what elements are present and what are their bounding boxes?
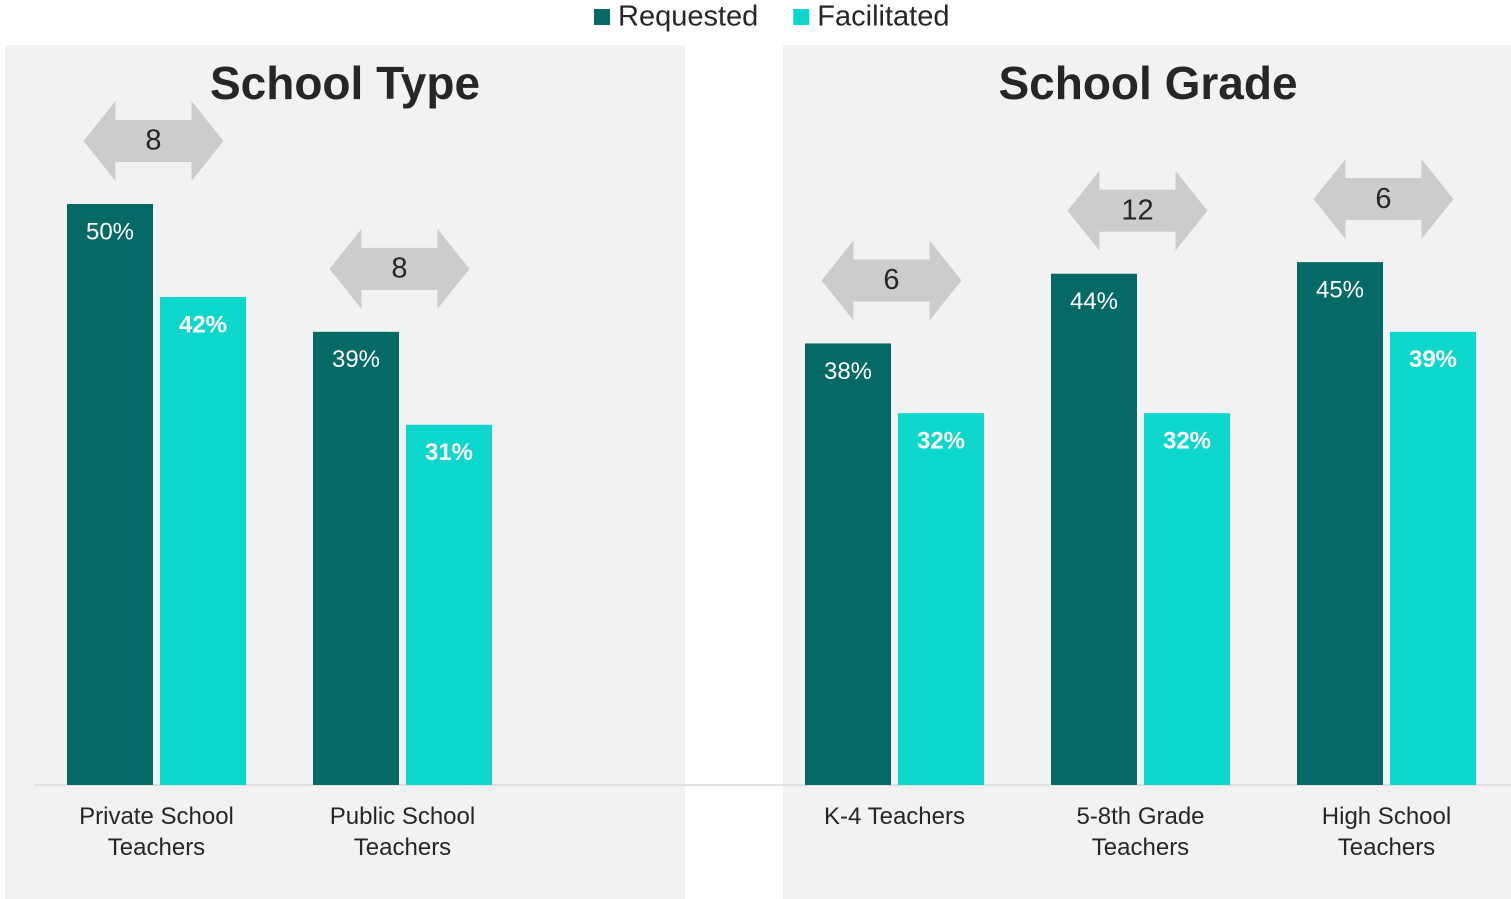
x-tick-label: Public School Teachers bbox=[329, 803, 476, 861]
chart-title: School Type bbox=[210, 57, 480, 109]
bar bbox=[1390, 331, 1476, 785]
bar bbox=[67, 204, 153, 785]
data-label: 39% bbox=[1409, 346, 1457, 373]
x-tick-label: Private School Teachers bbox=[79, 803, 234, 861]
bar bbox=[313, 331, 399, 785]
data-label: 39% bbox=[332, 346, 380, 373]
difference-label: 8 bbox=[145, 125, 161, 157]
data-label: 32% bbox=[917, 428, 965, 455]
difference-label: 12 bbox=[1121, 194, 1153, 226]
bar bbox=[1144, 413, 1230, 785]
bar bbox=[406, 424, 492, 785]
legend-swatch bbox=[793, 9, 810, 25]
difference-label: 6 bbox=[883, 264, 899, 296]
data-label: 45% bbox=[1316, 276, 1364, 303]
bar bbox=[1297, 262, 1383, 786]
data-label: 32% bbox=[1163, 428, 1211, 455]
difference-arrow bbox=[83, 101, 224, 181]
bar bbox=[805, 343, 891, 785]
legend-label: Requested bbox=[618, 1, 758, 33]
bar bbox=[898, 413, 984, 785]
difference-arrow bbox=[821, 240, 962, 321]
data-label: 31% bbox=[425, 439, 473, 466]
bar bbox=[160, 296, 246, 785]
data-label: 38% bbox=[824, 358, 872, 385]
difference-label: 6 bbox=[1375, 183, 1391, 215]
legend-label: Facilitated bbox=[817, 1, 949, 33]
data-label: 50% bbox=[86, 218, 134, 245]
difference-arrow bbox=[1313, 159, 1454, 240]
difference-arrow bbox=[329, 228, 470, 309]
difference-arrow bbox=[1067, 170, 1208, 251]
data-label: 44% bbox=[1070, 288, 1118, 315]
bar bbox=[1051, 273, 1137, 785]
difference-label: 8 bbox=[391, 252, 407, 284]
data-label: 42% bbox=[179, 311, 227, 338]
legend-swatch bbox=[594, 9, 610, 25]
chart-title: School Grade bbox=[998, 57, 1297, 109]
x-tick-label: K-4 Teachers bbox=[824, 803, 965, 830]
x-tick-label: High School Teachers bbox=[1321, 803, 1452, 861]
x-tick-label: 5-8th Grade Teachers bbox=[1076, 803, 1205, 861]
